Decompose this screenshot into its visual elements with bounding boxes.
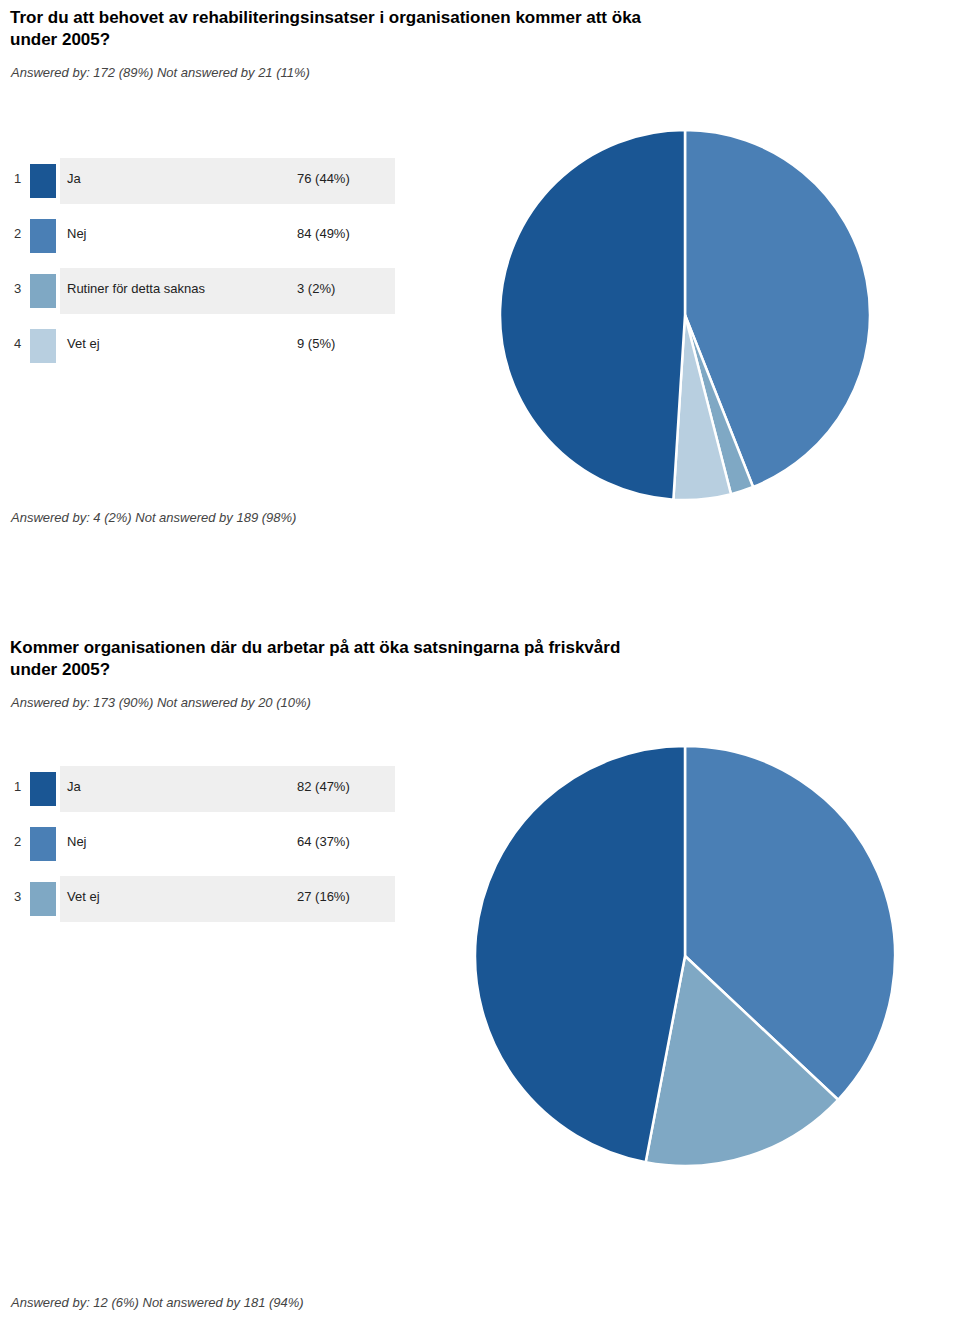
svg-text:4: 4 [14,336,21,351]
svg-text:2: 2 [14,834,21,849]
svg-text:Tror du att behovet av rehabil: Tror du att behovet av rehabiliteringsin… [10,8,642,49]
svg-text:Answered by: 12 (6%) Not answe: Answered by: 12 (6%) Not answered by 181… [10,1295,304,1310]
svg-text:Nej: Nej [67,834,87,849]
svg-text:2: 2 [14,226,21,241]
svg-text:Answered by: 4 (2%) Not answer: Answered by: 4 (2%) Not answered by 189 … [10,510,296,525]
svg-text:Answered by: 173 (90%) Not ans: Answered by: 173 (90%) Not answered by 2… [10,695,311,710]
svg-text:3 (2%): 3 (2%) [297,281,335,296]
svg-text:82 (47%): 82 (47%) [297,779,350,794]
svg-text:Answered by: 172 (89%) Not ans: Answered by: 172 (89%) Not answered by 2… [10,65,310,80]
svg-text:Kommer organisationen där du a: Kommer organisationen där du arbetar på … [10,638,620,679]
svg-text:64 (37%): 64 (37%) [297,834,350,849]
svg-text:Rutiner för detta saknas: Rutiner för detta saknas [67,281,206,296]
svg-text:1: 1 [14,779,21,794]
svg-text:3: 3 [14,281,21,296]
svg-text:27 (16%): 27 (16%) [297,889,350,904]
svg-text:84 (49%): 84 (49%) [297,226,350,241]
svg-text:Vet ej: Vet ej [67,889,100,904]
svg-text:Vet ej: Vet ej [67,336,100,351]
svg-text:3: 3 [14,889,21,904]
svg-text:Nej: Nej [67,226,87,241]
svg-text:76 (44%): 76 (44%) [297,171,350,186]
svg-text:1: 1 [14,171,21,186]
svg-text:Ja: Ja [67,779,82,794]
svg-text:Ja: Ja [67,171,82,186]
svg-text:9 (5%): 9 (5%) [297,336,335,351]
